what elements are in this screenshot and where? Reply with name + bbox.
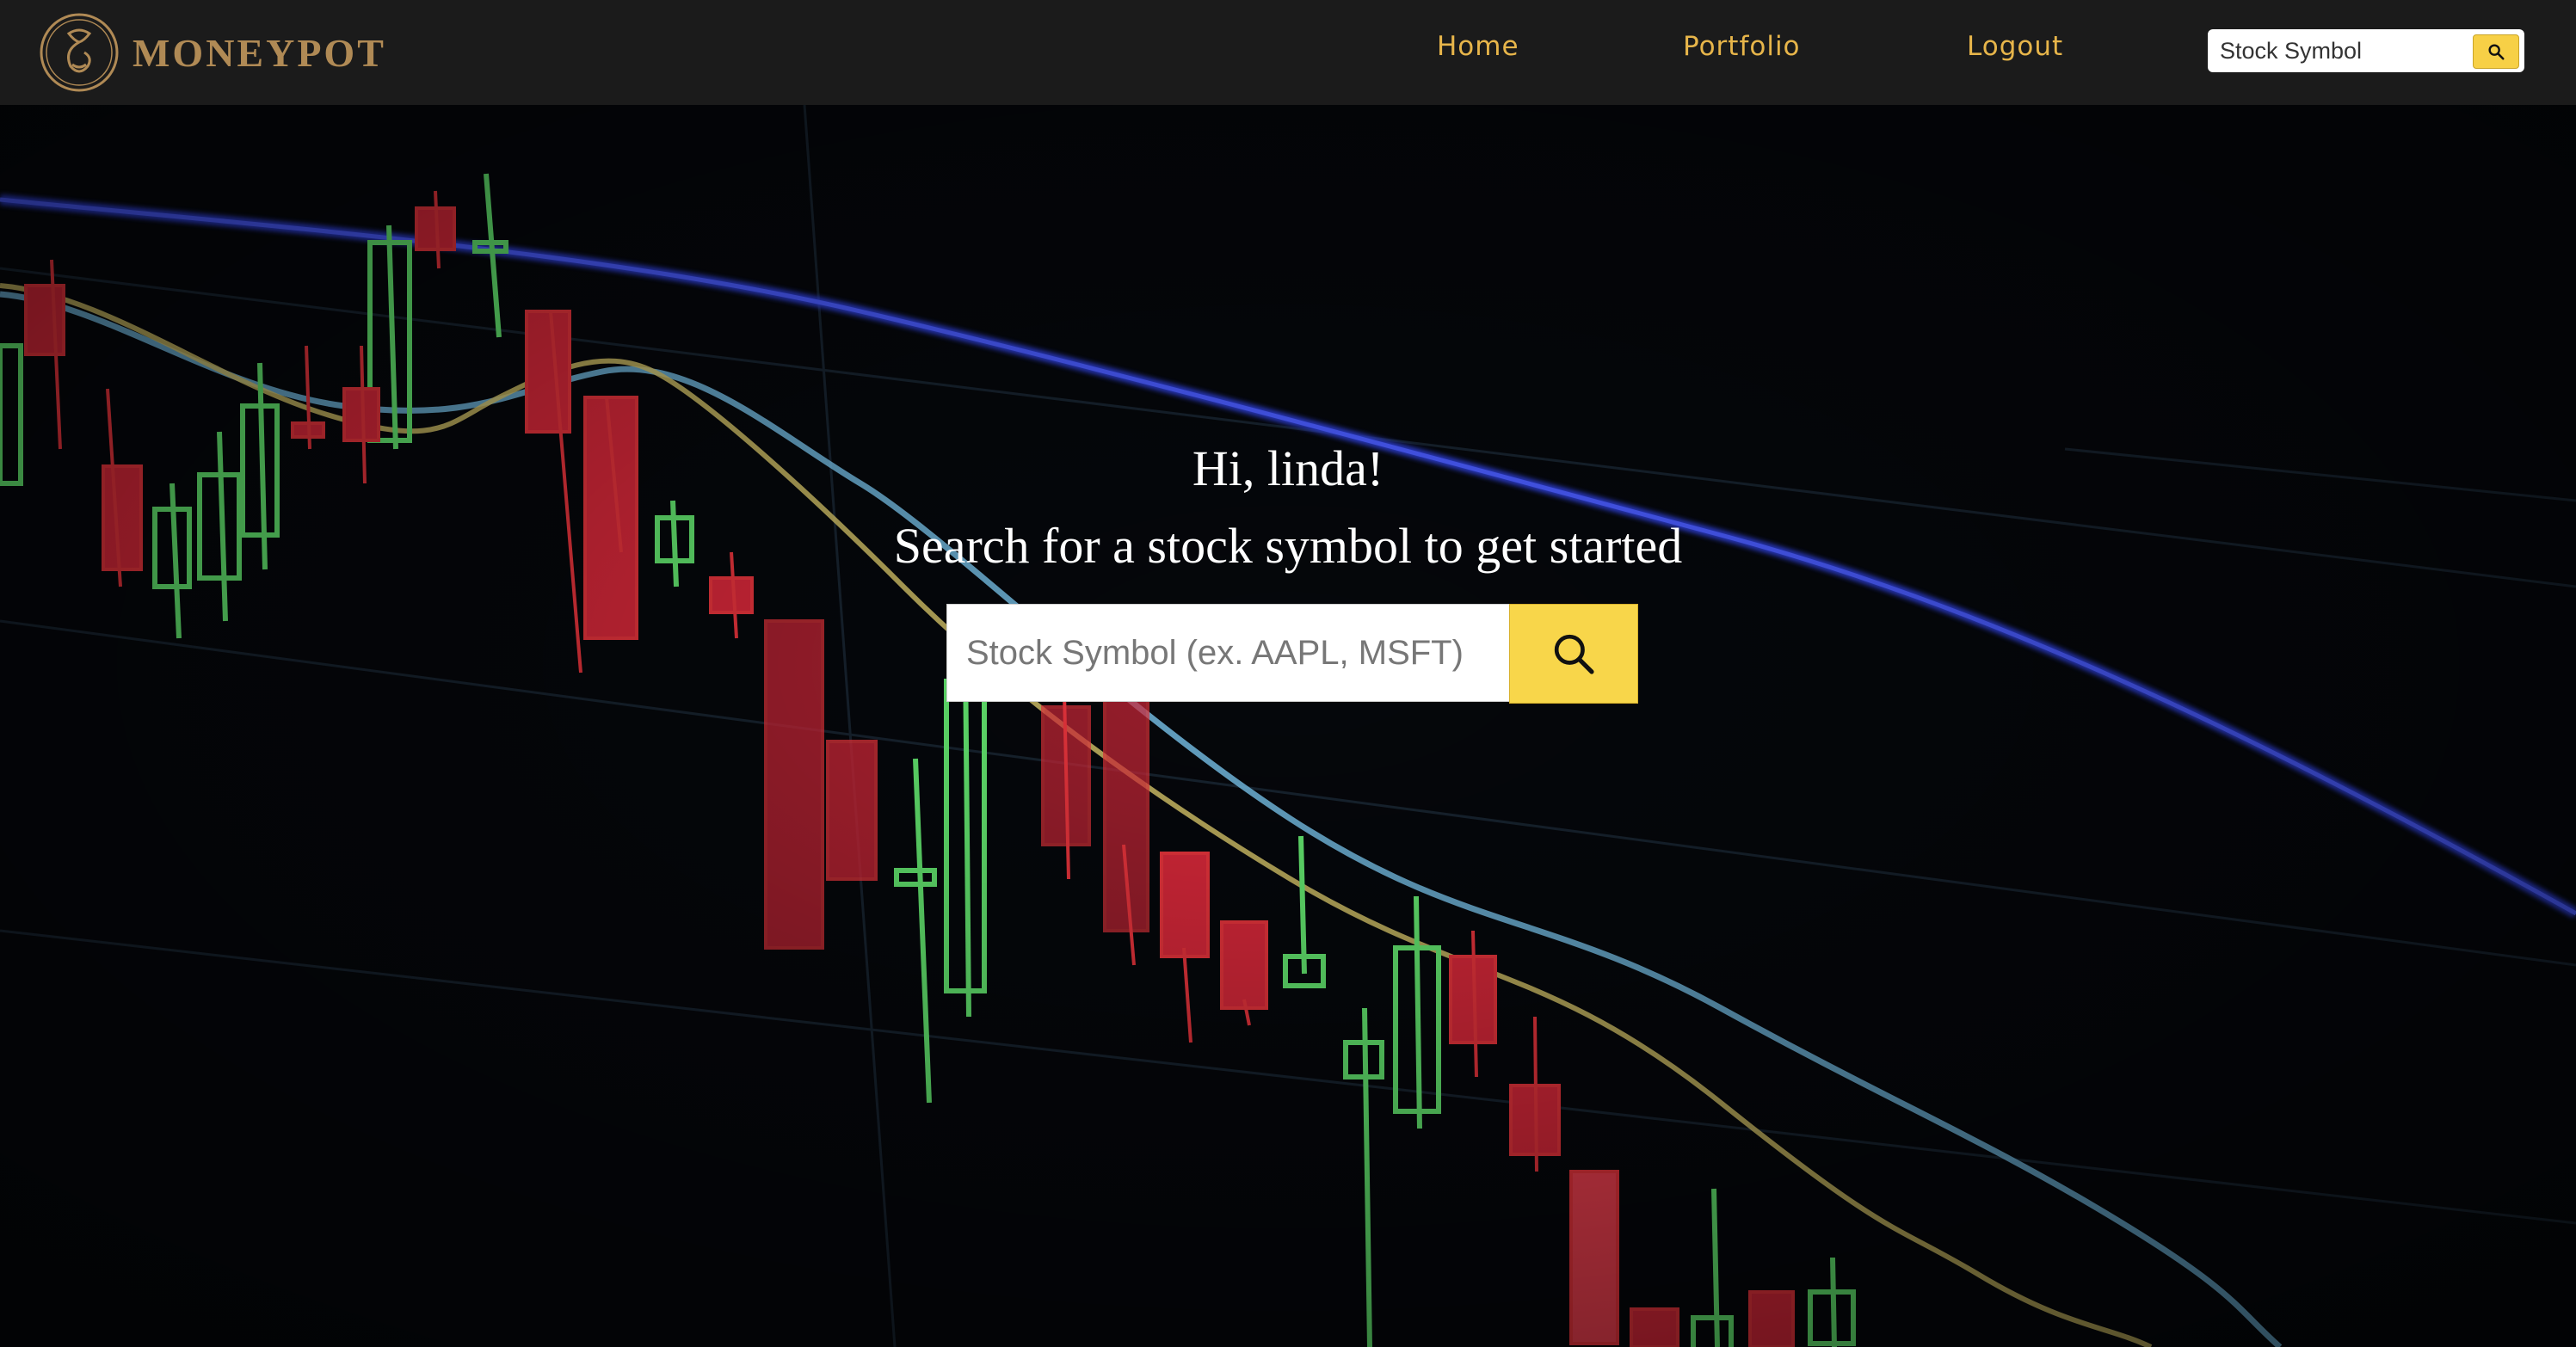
- nav-portfolio-link[interactable]: Portfolio: [1683, 31, 1801, 62]
- hero-search-input[interactable]: [946, 604, 1509, 702]
- hero-section: Hi, linda! Search for a stock symbol to …: [0, 430, 2576, 585]
- hero-search-button[interactable]: [1509, 604, 1638, 704]
- greeting-heading: Hi, linda!: [1192, 440, 1384, 496]
- nav-search-box: [2208, 29, 2524, 72]
- nav-logout-link[interactable]: Logout: [1967, 31, 2064, 62]
- brand-name: MONEYPOT: [132, 30, 386, 75]
- nav-search-input[interactable]: [2208, 32, 2478, 70]
- top-navbar: MONEYPOT Home Portfolio Logout: [0, 0, 2576, 105]
- search-icon: [2488, 44, 2505, 60]
- moneypot-logo-icon: [40, 13, 119, 92]
- hero-subtitle: Search for a stock symbol to get started: [893, 518, 1683, 574]
- nav-home-link[interactable]: Home: [1437, 31, 1519, 62]
- search-icon: [1554, 634, 1594, 674]
- brand[interactable]: MONEYPOT: [38, 8, 386, 97]
- background-candlestick-image: [0, 105, 2576, 1347]
- hero-search-bar: [946, 604, 1640, 704]
- nav-search-button[interactable]: [2473, 34, 2519, 69]
